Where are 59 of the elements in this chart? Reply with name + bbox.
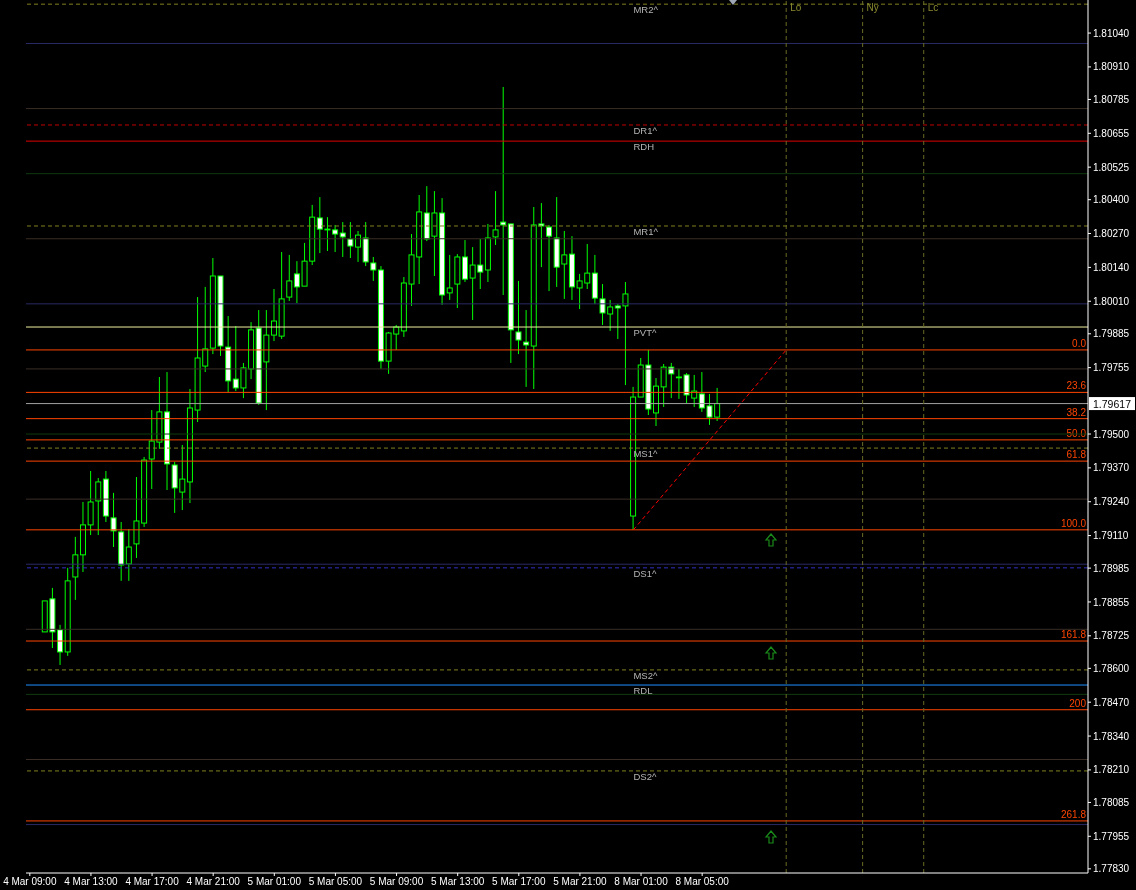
ref-line-label: DS2^ [633,770,657,782]
y-tick-label: 1.78470 [1093,696,1130,708]
x-tick-label: 8 Mar 01:00 [614,876,669,888]
ref-line-label: DR1^ [633,124,658,136]
y-tick-label: 1.80270 [1093,228,1130,240]
y-tick-label: 1.78210 [1093,764,1130,776]
x-tick-label: 5 Mar 09:00 [369,876,424,888]
y-tick-label: 1.80910 [1093,61,1130,73]
ref-line-label: 23.6 [1066,380,1087,392]
y-tick-label: 1.77955 [1093,830,1130,842]
y-tick-label: 1.78340 [1093,730,1130,742]
y-tick-label: 1.78855 [1093,596,1130,608]
ref-line-label: 1.79617 [1093,397,1132,410]
y-tick-label: 1.79240 [1093,496,1130,508]
ref-line-label: RDL [633,685,653,697]
y-tick-label: 1.80785 [1093,94,1130,106]
y-tick-label: 1.80010 [1093,295,1130,307]
annotation: Lo [790,2,802,13]
ref-line-label: 0.0 [1072,337,1087,349]
ref-line-label: MR2^ [633,4,659,16]
y-tick-label: 1.79755 [1093,362,1130,374]
y-tick-label: 1.80655 [1093,127,1130,139]
y-tick-label: 1.79110 [1093,530,1129,542]
y-tick-label: 1.77830 [1093,863,1130,875]
x-tick-label: 4 Mar 09:00 [3,876,57,888]
y-tick-label: 1.80525 [1093,161,1130,173]
ref-line-label: 100.0 [1060,517,1087,529]
ref-line-label: RDH [633,141,655,153]
x-tick-label: 4 Mar 21:00 [186,876,241,888]
x-tick-label: 5 Mar 13:00 [430,876,485,888]
annotation: Ny [866,2,879,13]
x-tick-label: 5 Mar 01:00 [247,876,302,888]
ref-line-label: 161.8 [1060,629,1087,641]
ref-line-label: MS2^ [633,669,658,681]
ref-line-label: PVT^ [633,327,657,339]
y-tick-label: 1.79370 [1093,462,1130,474]
x-tick-label: 5 Mar 17:00 [492,876,546,888]
y-tick-label: 1.78985 [1093,562,1130,574]
y-tick-label: 1.81040 [1093,27,1130,39]
x-tick-label: 4 Mar 13:00 [64,876,119,888]
y-tick-label: 1.79885 [1093,328,1130,340]
x-tick-label: 8 Mar 05:00 [675,876,730,888]
annotation: Lc [927,2,939,13]
y-tick-label: 1.78725 [1093,630,1130,642]
y-tick-label: 1.78600 [1093,662,1130,674]
y-tick-label: 1.79500 [1093,428,1130,440]
ref-line-label: 38.2 [1066,406,1087,418]
ref-line-label: 50.0 [1066,427,1087,439]
ref-line-label: 200 [1069,697,1087,709]
x-tick-label: 5 Mar 21:00 [553,876,608,888]
y-tick-label: 1.80140 [1093,261,1130,273]
ref-line-label: MR1^ [633,226,659,237]
ref-line-label: DS1^ [633,567,657,579]
ref-line-label: 261.8 [1060,808,1087,820]
ref-line-label: 61.8 [1066,449,1087,461]
x-tick-label: 4 Mar 17:00 [125,876,180,888]
y-tick-label: 1.78085 [1093,796,1130,808]
y-tick-label: 1.80400 [1093,194,1130,206]
x-tick-label: 5 Mar 05:00 [308,876,363,888]
